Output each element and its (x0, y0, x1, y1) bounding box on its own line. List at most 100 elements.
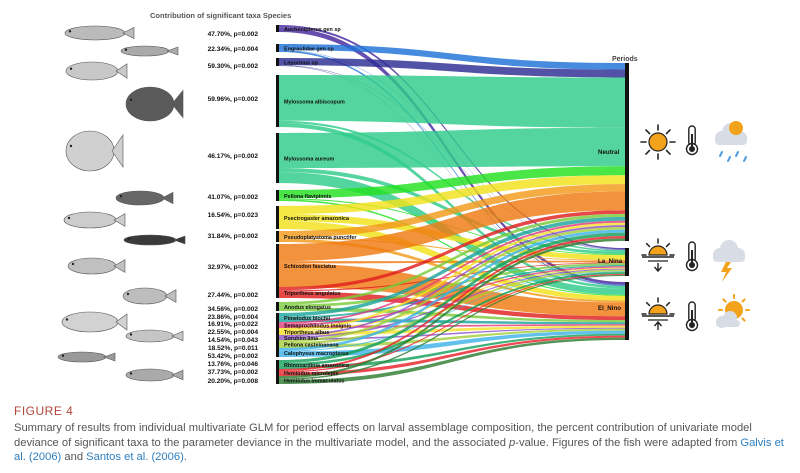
p-symbol: p (509, 436, 516, 449)
flow-ribbon (279, 225, 625, 337)
taxa-label: Pseudoplatystoma punctifer (284, 235, 357, 241)
fish-illustration (125, 329, 184, 343)
flow-ribbon (279, 327, 625, 340)
taxa-stat: 22.55%, p=0.004 (208, 329, 259, 336)
taxa-node (276, 206, 279, 229)
period-nodes: Neutral La_Nina El_Nino (598, 63, 629, 340)
taxa-label: Pellona castelnaeana (284, 342, 340, 348)
taxa-stat: 16.91%, p=0.022 (208, 321, 259, 328)
fish-illustration (65, 61, 128, 81)
flow-ribbon (279, 58, 625, 78)
fish-illustration (125, 86, 184, 122)
flow-ribbon (279, 274, 625, 380)
flow-ribbon (279, 199, 625, 296)
taxa-node (276, 44, 279, 52)
taxa-stat: 20.20%, p=0.008 (208, 378, 259, 385)
flow-ribbon (279, 50, 625, 286)
thermometer-icon (685, 241, 699, 272)
taxa-stat: 14.54%, p=0.043 (208, 337, 259, 344)
reference-link-santos[interactable]: Santos et al. (2006) (86, 451, 184, 463)
taxa-node (276, 287, 279, 298)
periods-title: Periods (612, 56, 638, 63)
flow-ribbon (279, 222, 625, 331)
taxa-node (276, 231, 279, 242)
flow-ribbon (279, 216, 625, 317)
fish-illustration (125, 368, 184, 382)
caption-text: Summary of results from individual multi… (14, 421, 790, 465)
period-node (625, 63, 629, 241)
flow-ribbon (279, 266, 625, 326)
flow-ribbon (279, 325, 625, 335)
taxa-node (276, 133, 279, 183)
flow-ribbon (279, 260, 625, 264)
taxa-node (276, 340, 279, 348)
taxa-node (276, 313, 279, 322)
flow-ribbon (279, 44, 625, 70)
flow-ribbon (279, 271, 625, 352)
taxa-label: Hemiodus immaculatus (284, 378, 345, 384)
raindrop-icon (743, 156, 747, 162)
flow-ribbon (279, 226, 625, 343)
caption-and: and (61, 451, 87, 463)
taxa-stat: 22.34%, p=0.004 (208, 46, 259, 53)
taxa-label: Pellona flavipinnis (284, 194, 331, 200)
fish-illustration (122, 287, 177, 305)
taxa-label: Engraulidae gen sp (284, 46, 334, 52)
period-node (625, 282, 629, 340)
taxa-node (276, 376, 279, 384)
sankey-figure: Contribution of significant taxa Species… (57, 11, 750, 385)
flow-ribbon (279, 236, 625, 372)
flow-ribbon (279, 214, 625, 261)
taxa-stat: 32.97%, p=0.002 (208, 264, 259, 271)
taxa-label: Calophysus macropterus (284, 351, 349, 357)
flow-ribbons (279, 25, 625, 384)
taxa-stat: 46.17%, p=0.002 (208, 153, 259, 160)
sun-icon (640, 124, 676, 160)
taxa-node (276, 244, 279, 287)
taxa-stat: 59.96%, p=0.002 (208, 96, 259, 103)
storm-cloud-icon (713, 240, 745, 262)
flow-ribbon (279, 75, 625, 128)
taxa-label: Schizodon fasciatus (284, 264, 336, 270)
fish-illustration (115, 190, 174, 206)
taxa-nodes (276, 25, 279, 384)
taxa-stat: 34.56%, p=0.002 (208, 306, 259, 313)
taxa-node (276, 335, 279, 340)
fish-illustration (123, 234, 186, 246)
taxa-label: Psectrogaster amazonica (284, 216, 350, 222)
flow-ribbon (279, 238, 625, 303)
taxa-node (276, 25, 279, 32)
taxa-node (276, 348, 279, 357)
fish-illustration (61, 311, 128, 333)
taxa-label: Hemiodus microlepis (284, 371, 339, 377)
taxa-label: Mylossoma aureum (284, 156, 335, 162)
fish-illustration (120, 45, 179, 57)
taxa-stat: 59.30%, p=0.002 (208, 63, 259, 70)
taxa-label: Pimelodus blochii (284, 316, 331, 322)
flow-ribbon (279, 307, 625, 323)
taxa-node (276, 328, 279, 335)
contribution-title: Contribution of significant taxa Species (150, 11, 291, 20)
fish-illustration (64, 25, 135, 41)
fish-illustration (67, 257, 126, 275)
period-node (625, 248, 629, 276)
flow-ribbon (279, 184, 625, 238)
caption-part-1: Summary of results from individual multi… (14, 422, 752, 449)
taxa-node (276, 58, 279, 66)
taxa-stat: 37.73%, p=0.002 (208, 369, 259, 376)
taxa-labels: Auchenipterus gen sp Engraulidae gen sp Le… (284, 27, 357, 384)
taxa-stat: 53.42%, p=0.002 (208, 353, 259, 360)
flow-ribbon (279, 337, 625, 384)
lightning-icon (721, 262, 732, 282)
flow-ribbon (279, 273, 625, 373)
flow-ribbon (279, 229, 625, 351)
fish-illustration (65, 130, 124, 172)
taxa-stat: 31.84%, p=0.002 (208, 233, 259, 240)
flow-ribbon (279, 318, 625, 325)
climate-icons (640, 121, 750, 332)
flow-ribbon (279, 238, 625, 379)
taxa-label: Triportheus albus (284, 330, 329, 336)
reference-link-galvis[interactable]: Galvis et al. (2006) (14, 436, 784, 464)
flow-ribbon (279, 324, 625, 328)
caption-part-2: -value. Figures of the fish were adapted… (515, 436, 741, 449)
